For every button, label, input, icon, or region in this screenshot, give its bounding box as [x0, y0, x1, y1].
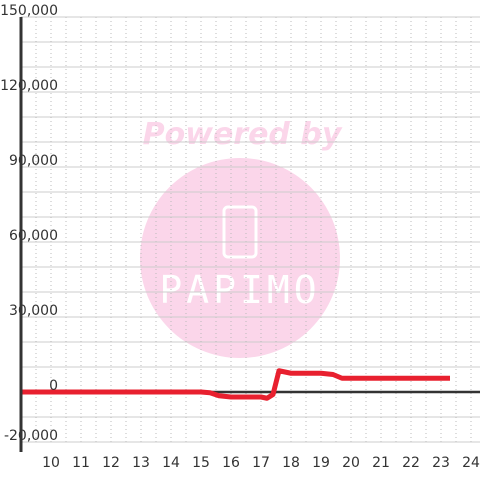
- grid: [21, 16, 480, 443]
- watermark-text: Powered by: [143, 117, 343, 152]
- x-tick-label: 13: [132, 455, 150, 471]
- watermark-phone: [222, 205, 258, 259]
- y-tick-label: 150,000: [0, 3, 58, 19]
- x-tick-label: 16: [222, 455, 240, 471]
- x-tick-label: 17: [252, 455, 270, 471]
- x-tick-label: 18: [282, 455, 300, 471]
- y-tick-label: 0: [49, 378, 58, 394]
- x-tick-label: 10: [42, 455, 60, 471]
- y-tick-label: 120,000: [0, 78, 58, 94]
- watermark: Powered by PAPIMO: [140, 117, 343, 358]
- x-tick-label: 19: [312, 455, 330, 471]
- x-tick-label: 14: [162, 455, 180, 471]
- y-tick-label: 30,000: [9, 303, 58, 319]
- x-tick-label: 20: [342, 455, 360, 471]
- x-tick-label: 12: [102, 455, 120, 471]
- plot: [21, 368, 450, 401]
- x-tick-label: 24: [462, 455, 480, 471]
- watermark-logo: PAPIMO: [159, 268, 320, 312]
- x-tick-label: 23: [432, 455, 450, 471]
- data-line: [21, 368, 450, 401]
- x-tick-label: 21: [372, 455, 390, 471]
- x-tick-label: 11: [72, 455, 90, 471]
- y-tick-label: -20,000: [4, 428, 58, 444]
- y-tick-label: 60,000: [9, 228, 58, 244]
- x-tick-label: 22: [402, 455, 420, 471]
- y-tick-label: 90,000: [9, 153, 58, 169]
- x-tick-label: 15: [192, 455, 210, 471]
